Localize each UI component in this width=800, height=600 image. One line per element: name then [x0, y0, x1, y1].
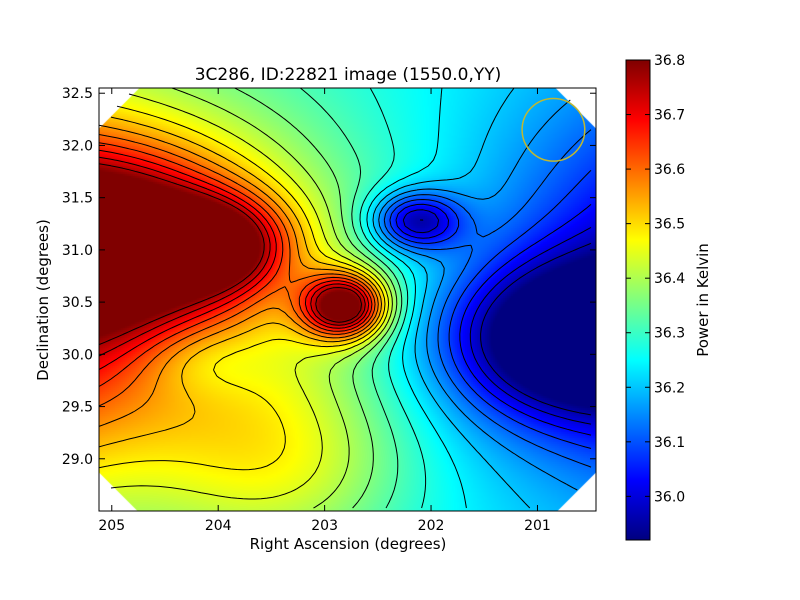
x-tick-label: 201 [524, 518, 551, 534]
y-tick-label: 31.5 [62, 191, 93, 207]
contour-lines [98, 87, 592, 509]
x-axis-label: Right Ascension (degrees) [250, 535, 447, 553]
colorbar-tick-label: 36.2 [654, 380, 685, 396]
y-axis-label: Declination (degrees) [34, 219, 52, 381]
y-tick-label: 30.5 [62, 295, 93, 311]
chart-title: 3C286, ID:22821 image (1550.0,YY) [195, 65, 502, 85]
colorbar-tick-label: 36.1 [654, 435, 685, 451]
y-axis-ticks: 29.0 29.5 30.0 30.5 31.0 31.5 32.0 32.5 [62, 86, 596, 468]
colorbar-tick-label: 36.3 [654, 326, 685, 342]
colorbar-tick-label: 36.6 [654, 162, 685, 178]
colorbar-label: Power in Kelvin [694, 243, 712, 357]
colorbar-tick-label: 36.4 [654, 271, 685, 287]
plot-frame [98, 87, 597, 512]
heatmap-image [99, 88, 596, 511]
x-tick-label: 205 [98, 518, 125, 534]
colorbar-ticks: 36.0 36.1 36.2 36.3 36.4 36.5 36.6 36.7 36.8 [626, 53, 685, 505]
y-tick-label: 29.0 [62, 452, 93, 468]
y-tick-label: 32.0 [62, 138, 93, 154]
y-tick-label: 30.0 [62, 347, 93, 363]
y-tick-label: 31.0 [62, 243, 93, 259]
beam-circle [521, 97, 586, 162]
x-tick-label: 204 [205, 518, 232, 534]
y-tick-label: 32.5 [62, 86, 93, 102]
colorbar: 36.0 36.1 36.2 36.3 36.4 36.5 36.6 36.7 36.8 Pow… [625, 53, 712, 541]
x-axis-ticks: 205 204 203 202 201 [98, 88, 551, 534]
colorbar-tick-label: 36.5 [654, 217, 685, 233]
colorbar-tick-label: 36.8 [654, 53, 685, 69]
heatmap-plot [98, 87, 597, 512]
colorbar-tick-label: 36.7 [654, 108, 685, 124]
y-tick-label: 29.5 [62, 400, 93, 416]
colorbar-tick-label: 36.0 [654, 489, 685, 505]
x-tick-label: 203 [311, 518, 338, 534]
colorbar-gradient [625, 59, 651, 541]
x-tick-label: 202 [418, 518, 445, 534]
contour-path [98, 87, 592, 509]
